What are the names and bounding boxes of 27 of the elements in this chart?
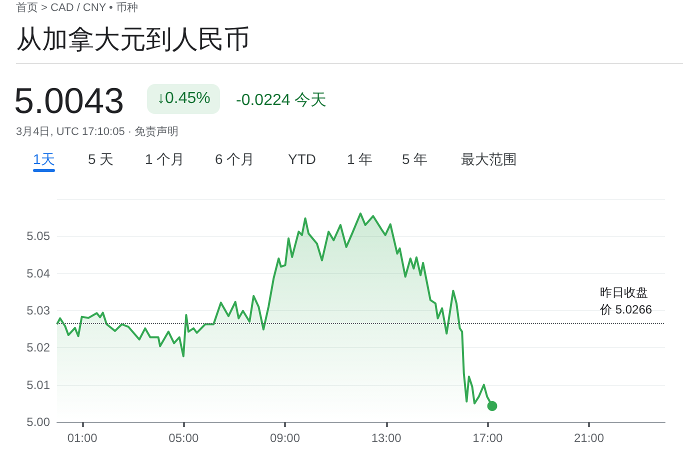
x-tick-label: 13:00 <box>371 431 402 445</box>
text: 最大范围 <box>461 151 517 169</box>
y-tick-label: 5.02 <box>26 340 50 355</box>
text: -0.0224 今天 <box>236 91 327 111</box>
text: 1天 <box>33 151 55 169</box>
y-tick-label: 5.05 <box>26 229 50 244</box>
y-tick-label: 5.04 <box>26 266 50 280</box>
text: 6 个月 <box>215 151 255 169</box>
x-tick-label: 01:00 <box>67 431 98 445</box>
text: YTD <box>288 151 316 167</box>
y-tick-label: 5.03 <box>26 304 50 318</box>
x-tick-label: 17:00 <box>472 431 504 445</box>
text: 3月4日, UTC 17:10:05 · 免责声明 <box>16 124 179 139</box>
chart-title: 从加拿大元到人民币 <box>16 23 250 56</box>
text: 首页 > CAD / CNY • 币种 <box>16 1 138 15</box>
text: 1 个月 <box>145 151 185 169</box>
text: 5 天 <box>88 151 114 169</box>
x-tick-label: 21:00 <box>574 431 604 445</box>
ref-line-label: 昨日收盘价 5.0266 <box>599 286 652 317</box>
x-tick-label: 09:00 <box>270 431 300 445</box>
text: 1 年 <box>347 151 373 169</box>
y-tick-label: 5.01 <box>26 378 50 392</box>
text: 5 年 <box>402 151 428 169</box>
y-tick-label: 5.00 <box>26 415 50 429</box>
text: ↓0.45% <box>147 84 220 114</box>
text: 5.0043 <box>14 80 124 122</box>
x-tick-label: 05:00 <box>168 431 200 445</box>
